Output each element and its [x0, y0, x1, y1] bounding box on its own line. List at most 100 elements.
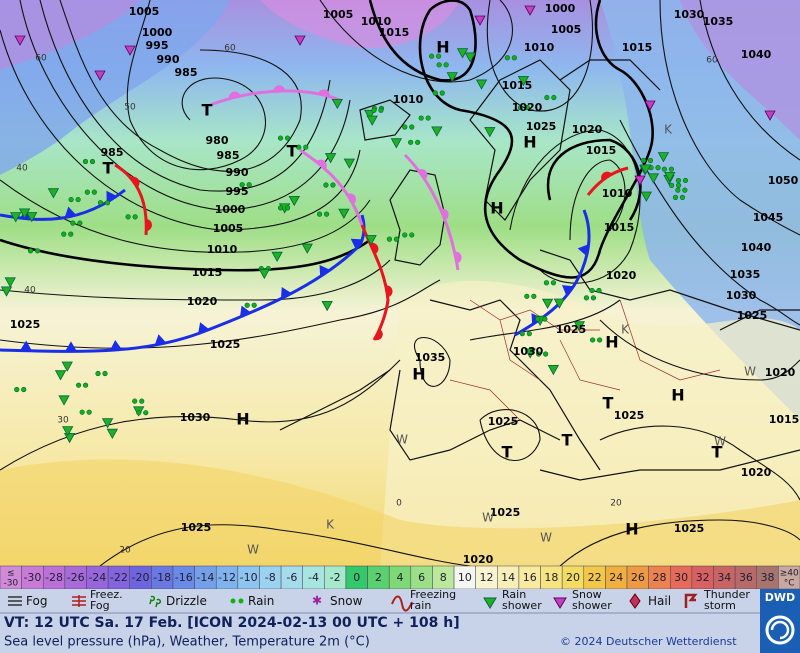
scale-label: ≥40	[780, 569, 799, 579]
pressure-label: 1005	[129, 5, 160, 18]
rain-dot	[91, 189, 97, 195]
pressure-label: 985	[217, 149, 240, 162]
rain-dot	[408, 139, 414, 145]
legend-label: Freez. Fog	[90, 588, 123, 612]
scale-label: 24	[609, 571, 623, 584]
legend-icon	[483, 597, 497, 609]
scale-label: 28	[652, 571, 666, 584]
pressure-label: 1010	[393, 93, 424, 106]
snow-symbol	[294, 35, 306, 46]
legend-icon	[238, 598, 244, 604]
cold-region	[0, 0, 140, 70]
scale-label: 34	[717, 571, 731, 584]
rain-dot	[296, 144, 302, 150]
rain-dot	[277, 205, 284, 211]
scale-label: -4	[308, 571, 319, 584]
isobars	[0, 0, 800, 567]
pressure-label: 1030	[726, 289, 757, 302]
pressure-center: T	[103, 159, 114, 178]
occlusion-symbol	[316, 159, 327, 170]
rain-dot	[284, 135, 291, 141]
rain-dot	[89, 158, 96, 165]
temperature-scale: ≤-30 -30 -28 -26 -24 -22 -20 -18 -16 -14 -12 -10 -8-…	[0, 565, 800, 590]
pressure-label: 1005	[551, 23, 582, 36]
rain-dot	[675, 177, 682, 184]
occlusion-symbol	[418, 169, 428, 180]
isotherm-label: 0	[396, 499, 402, 509]
rain-dot	[34, 248, 41, 254]
pressure-label: 1010	[207, 243, 238, 256]
scale-label: -22	[110, 571, 128, 584]
logo-emblem	[765, 615, 795, 645]
snow-symbol	[124, 45, 136, 56]
weather-legend: Fog Freez. Fog Drizzle Rain ✱ Snow Freezing rain…	[8, 588, 750, 612]
pressure-label: 1025	[210, 338, 241, 351]
copyright: © 2024 Deutscher Wetterdienst	[560, 635, 737, 648]
occlusion-symbol	[273, 85, 286, 92]
legend-icon	[72, 595, 86, 607]
isotherm-label: 20	[610, 499, 622, 509]
scale-label: 30	[674, 571, 688, 584]
scale-label: 18	[544, 571, 558, 584]
shower-symbol	[456, 48, 469, 59]
rain-dot	[432, 90, 438, 96]
rain-dot	[125, 214, 131, 220]
rain-dot	[97, 200, 104, 206]
shower-symbol	[464, 52, 476, 63]
occlusion-symbol	[454, 251, 462, 264]
rain-dot	[504, 55, 510, 61]
shower-symbol	[517, 76, 530, 87]
pressure-label: 1015	[622, 41, 653, 54]
scale-label: 0	[353, 571, 360, 584]
rain-dot	[136, 410, 142, 416]
shower-symbol	[338, 208, 350, 219]
shower-symbol	[47, 188, 60, 199]
scale-label: -12	[218, 571, 236, 584]
rain-dot	[68, 196, 74, 203]
shower-symbol	[58, 395, 70, 406]
valid-time: VT: 12 UTC Sa. 17 Feb. [ICON 2024-02-13 …	[4, 615, 460, 631]
snow-symbol	[644, 100, 656, 111]
shower-symbol	[10, 212, 22, 223]
air-mass-marker: W	[482, 511, 494, 525]
rain-dot	[21, 386, 27, 393]
isotherm-label: 30	[57, 416, 69, 426]
rain-dot	[425, 115, 431, 121]
pressure-center: T	[603, 394, 614, 413]
legend-icon	[391, 595, 413, 612]
pressure-label: 1000	[545, 2, 576, 15]
pressure-label: 985	[175, 66, 198, 79]
warm-front-semicircle	[601, 171, 612, 181]
scale-label: 14	[501, 571, 515, 584]
rain-dot	[86, 409, 92, 415]
scale-label: -26	[67, 571, 85, 584]
rain-dot	[239, 182, 245, 188]
pressure-label: 990	[157, 53, 180, 66]
rain-dot	[536, 351, 542, 357]
rain-dot	[70, 220, 76, 226]
air-mass-marker: W	[540, 531, 552, 545]
cold-front-triangle	[198, 322, 210, 334]
snow-symbol	[524, 5, 536, 16]
rain-dot	[14, 386, 20, 393]
rain-dot	[590, 295, 597, 301]
warm-region	[0, 459, 800, 566]
rain-dot	[251, 302, 257, 308]
pressure-center: H	[412, 365, 425, 384]
air-mass-marker: K	[664, 123, 673, 137]
rain-dot	[544, 94, 550, 101]
pressure-center: H	[605, 333, 618, 352]
rain-dot	[77, 220, 83, 226]
legend-icon	[149, 595, 162, 608]
scale-label: 20	[566, 571, 580, 584]
rain-dot	[76, 382, 82, 388]
shower-symbol	[547, 365, 560, 376]
pressure-label: 985	[101, 146, 124, 159]
scale-label: 36	[739, 571, 753, 584]
scale-label: -18	[153, 571, 171, 584]
rain-dot	[682, 177, 689, 184]
isotherm-label: 50	[124, 103, 136, 113]
rain-dot	[531, 293, 537, 299]
rain-dot	[524, 104, 530, 111]
pressure-center: T	[287, 142, 298, 161]
